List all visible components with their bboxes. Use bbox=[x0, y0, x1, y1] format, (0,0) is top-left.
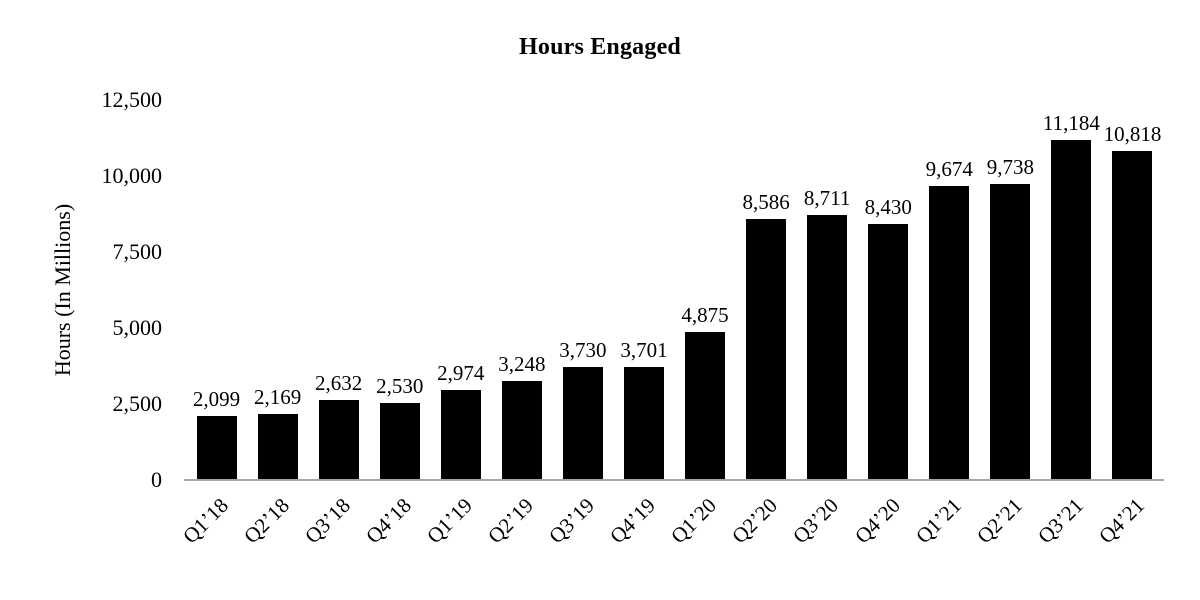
bar-q3-19 bbox=[562, 367, 603, 480]
bar-q2-21 bbox=[990, 184, 1031, 480]
chart-title: Hours Engaged bbox=[519, 34, 681, 60]
x-axis-tick-label: Q3’18 bbox=[299, 493, 355, 549]
bar-value-label: 11,184 bbox=[1042, 111, 1100, 135]
bar-q2-20 bbox=[746, 219, 787, 480]
x-axis-tick-label: Q4’20 bbox=[849, 493, 905, 549]
bar-value-label: 2,974 bbox=[437, 361, 485, 385]
x-axis-tick-label: Q2’18 bbox=[238, 493, 294, 549]
x-axis-tick-label: Q1’18 bbox=[177, 493, 233, 549]
bar-value-label: 8,430 bbox=[864, 195, 912, 219]
bar-q1-19 bbox=[440, 390, 481, 480]
bar-q1-18 bbox=[196, 416, 237, 480]
x-axis-tick-label: Q2’20 bbox=[727, 493, 783, 549]
x-axis-tick-label: Q4’18 bbox=[361, 493, 416, 549]
bar-value-label: 10,818 bbox=[1103, 122, 1162, 146]
bar-q4-19 bbox=[623, 367, 664, 480]
bar-q4-18 bbox=[379, 403, 420, 480]
bar-q1-20 bbox=[685, 332, 726, 480]
x-axis-tick-label: Q3’20 bbox=[788, 493, 844, 549]
bar-q3-21 bbox=[1051, 140, 1092, 480]
bar-value-label: 2,632 bbox=[315, 371, 363, 395]
y-axis-tick-label: 7,500 bbox=[112, 239, 163, 264]
plot-area: 2,099 2,169 2,632 2,530 2,974 3,248 3,730 3,701… bbox=[186, 100, 1163, 480]
bar-q4-20 bbox=[868, 224, 909, 480]
bar-value-label: 3,701 bbox=[620, 338, 668, 362]
x-axis-tick-label: Q1’20 bbox=[666, 493, 722, 549]
x-axis-tick-label: Q2’19 bbox=[483, 493, 539, 549]
y-axis-tick-label: 0 bbox=[151, 467, 162, 492]
y-axis-tick-label: 5,000 bbox=[112, 315, 163, 340]
bar-value-label: 2,530 bbox=[376, 374, 424, 398]
bar-value-label: 8,586 bbox=[742, 190, 790, 214]
bar-value-label: 8,711 bbox=[803, 186, 851, 210]
bar-value-label: 9,674 bbox=[925, 157, 973, 181]
bar-value-label: 4,875 bbox=[681, 303, 729, 327]
x-axis-tick-label: Q3’19 bbox=[544, 493, 600, 549]
x-axis-tick-label: Q4’21 bbox=[1093, 493, 1149, 549]
bar-value-label: 3,248 bbox=[498, 352, 546, 376]
bar-q2-19 bbox=[501, 381, 542, 480]
bar-q3-18 bbox=[318, 400, 359, 480]
bar-value-label: 9,738 bbox=[986, 155, 1034, 179]
bar-q2-18 bbox=[257, 414, 298, 480]
bar-q1-21 bbox=[929, 186, 970, 480]
bar-q3-20 bbox=[807, 215, 848, 480]
bar-value-label: 3,730 bbox=[559, 338, 607, 362]
y-axis-tick-label: 12,500 bbox=[101, 87, 163, 112]
x-axis-tick-label: Q1’19 bbox=[422, 493, 478, 549]
x-axis-tick-label: Q3’21 bbox=[1032, 493, 1088, 549]
y-axis-tick-label: 2,500 bbox=[112, 391, 163, 416]
bar-q4-21 bbox=[1112, 151, 1153, 480]
x-axis-tick-label: Q4’19 bbox=[605, 493, 661, 549]
bar-value-label: 2,169 bbox=[253, 385, 302, 409]
bar-value-label: 2,099 bbox=[192, 387, 241, 411]
x-axis-tick-label: Q1’21 bbox=[910, 493, 966, 549]
x-axis-line bbox=[184, 479, 1164, 481]
y-axis-tick-label: 10,000 bbox=[101, 163, 163, 188]
x-axis-tick-label: Q2’21 bbox=[971, 493, 1027, 549]
y-axis-title: Hours (In Millions) bbox=[50, 203, 75, 377]
